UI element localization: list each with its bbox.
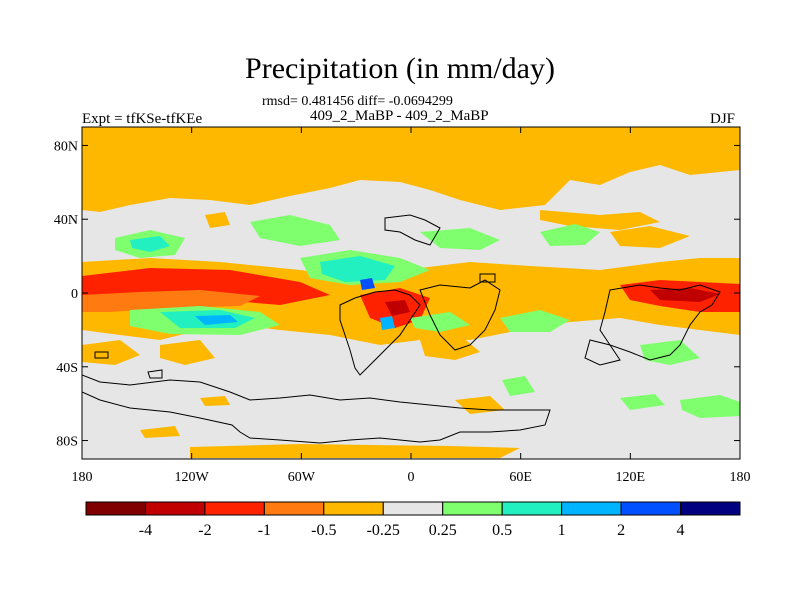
run-label: 409_2_MaBP - 409_2_MaBP [310, 108, 489, 124]
colorbar-label: -4 [139, 522, 152, 539]
arctic-orange-patch [300, 127, 380, 142]
south-green-3 [620, 394, 665, 410]
atlantic-green [410, 312, 470, 332]
colorbar-label: 0.5 [492, 522, 512, 539]
south-orange-3 [420, 335, 480, 360]
x-tick-label: 0 [408, 470, 415, 485]
tropical-orange-core [82, 290, 260, 312]
south-pacific-blue [195, 315, 238, 325]
stats-line: rmsd= 0.481456 diff= -0.0694299 [262, 94, 453, 109]
coast-north-america [384, 214, 441, 246]
colorbar-swatch [680, 501, 741, 516]
x-tick-label: 60W [288, 470, 316, 485]
coast-small-island-2 [147, 369, 163, 379]
tropical-blue-1 [360, 278, 375, 290]
south-green-4 [502, 376, 535, 396]
colorbar-swatch [620, 501, 682, 516]
brazil-blue [380, 316, 395, 330]
coast-australia [584, 339, 621, 366]
colorbar-swatch [263, 501, 325, 516]
x-tick-label: 60E [509, 470, 532, 485]
coastlines [82, 214, 721, 444]
colorbar-label: -0.5 [311, 522, 336, 539]
north-orange-3 [205, 212, 230, 228]
colorbar-label: 2 [617, 522, 625, 539]
north-teal-1 [130, 236, 170, 252]
colorbar-swatch [382, 501, 444, 516]
colorbar-swatch [85, 501, 146, 516]
colorbar-label: -1 [258, 522, 271, 539]
north-dry-band [82, 127, 740, 212]
coast-south-america [339, 289, 421, 376]
y-axis: 80N 40N 0 40S 80S [54, 139, 740, 450]
south-orange-1 [82, 340, 140, 365]
north-green-3 [250, 215, 340, 246]
north-orange-strip [540, 210, 660, 230]
colorbar-swatch [323, 501, 384, 516]
x-tick-label: 180 [72, 470, 93, 485]
tropical-teal-1 [320, 256, 395, 282]
colorbar-swatch [561, 501, 622, 516]
colorbar-swatch [501, 501, 563, 516]
north-orange-2 [610, 226, 690, 248]
map-title: Precipitation (in mm/day) [245, 52, 555, 85]
coast-antarctica [82, 374, 551, 444]
colorbar-swatch [144, 501, 206, 516]
y-tick-label: 40S [56, 361, 78, 376]
tropical-dark-red-east [650, 288, 720, 302]
colorbar-swatch [442, 501, 503, 516]
y-tick-label: 80N [54, 139, 78, 154]
season-label: DJF [710, 111, 736, 127]
x-tick-label: 180 [730, 470, 751, 485]
y-tick-label: 80S [56, 435, 78, 450]
south-orange-6 [140, 426, 180, 438]
south-orange-5 [200, 396, 230, 406]
colorbar-label: 1 [558, 522, 566, 539]
colorbar-label: -2 [198, 522, 211, 539]
coast-small-island-3 [479, 273, 496, 283]
colorbar: -4 -2 -1 -0.5 -0.25 0.25 0.5 1 2 4 [85, 501, 741, 539]
x-tick-label: 120E [616, 470, 646, 485]
antarctic-orange-strip [190, 444, 520, 458]
precip-field [82, 127, 740, 459]
north-green-2 [540, 224, 600, 246]
y-tick-label: 0 [71, 287, 78, 302]
tropical-dark-red-center [385, 300, 410, 316]
coast-asia-islands [599, 284, 721, 361]
north-green-4 [420, 228, 500, 250]
coast-africa [419, 279, 501, 351]
coast-small-island-1 [94, 351, 109, 359]
south-orange-2 [160, 340, 215, 365]
x-tick-label: 120W [175, 470, 210, 485]
colorbar-label: -0.25 [367, 522, 400, 539]
x-axis: 180 120W 60W 0 60E 120E 180 [72, 127, 751, 485]
indian-green [500, 310, 570, 332]
colorbar-label: 0.25 [429, 522, 457, 539]
y-tick-label: 40N [54, 213, 78, 228]
experiment-label: Expt = tfKSe-tfKEe [82, 111, 203, 127]
colorbar-label: 4 [677, 522, 685, 539]
colorbar-swatch [204, 501, 265, 516]
south-green-2 [680, 395, 740, 418]
